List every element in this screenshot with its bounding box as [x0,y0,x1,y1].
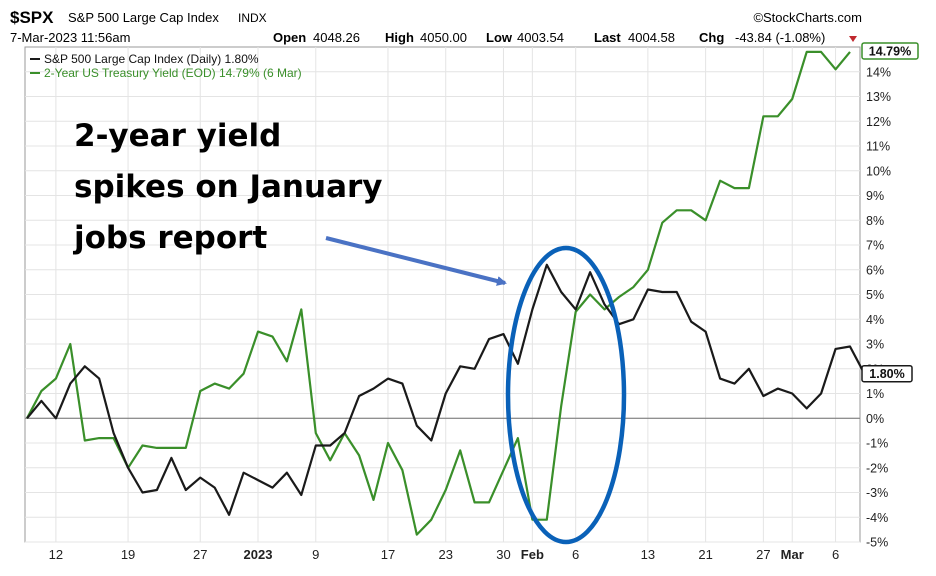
y-tick-label: 1% [866,387,884,401]
y-tick-label: -3% [866,486,888,500]
x-tick-label: 2023 [244,547,273,562]
y-tick-label: -1% [866,437,888,451]
x-tick-label: 12 [49,547,63,562]
low-label: Low [486,30,513,45]
y-tick-label: 0% [866,412,884,426]
y-tick-label: 14% [866,65,891,79]
legend-spx-label: S&P 500 Large Cap Index (Daily) 1.80% [44,52,259,66]
y-tick-label: 11% [866,140,890,154]
y-tick-label: 10% [866,164,891,178]
high-value: 4050.00 [420,30,467,45]
last-label: Last [594,30,621,45]
exchange-label: INDX [238,11,267,25]
y-tick-label: 12% [866,115,891,129]
legend-yield-label: 2-Year US Treasury Yield (EOD) 14.79% (6… [44,66,302,80]
y-tick-label: 13% [866,90,891,104]
chg-label: Chg [699,30,724,45]
y-tick-label: -4% [866,511,888,525]
legend: S&P 500 Large Cap Index (Daily) 1.80% 2-… [30,52,302,80]
x-tick-label: 27 [756,547,770,562]
chg-value: -43.84 (-1.08%) [735,30,825,45]
symbol-label: $SPX [10,8,54,27]
open-label: Open [273,30,306,45]
end-label-spx-text: 1.80% [869,367,904,381]
y-tick-label: -5% [866,536,888,550]
open-value: 4048.26 [313,30,360,45]
x-tick-label: 13 [641,547,655,562]
x-tick-label: 6 [832,547,839,562]
x-tick-label: 17 [381,547,395,562]
y-axis: -5%-4%-3%-2%-1%0%1%2%3%4%5%6%7%8%9%10%11… [866,65,891,549]
x-tick-label: Mar [781,547,804,562]
datetime-label: 7-Mar-2023 11:56am [10,30,130,45]
high-label: High [385,30,414,45]
annotation: 2-year yield spikes on January jobs repo… [72,118,383,256]
index-name-label: S&P 500 Large Cap Index [68,10,219,25]
yield-series-line [26,50,851,536]
x-tick-label: 6 [572,547,579,562]
y-tick-label: 7% [866,239,884,253]
end-label-yield: 14.79% [861,42,919,60]
last-value: 4004.58 [628,30,675,45]
y-tick-label: 9% [866,189,884,203]
y-tick-label: 4% [866,313,884,327]
end-label-spx: 1.80% [861,364,913,383]
highlight-ellipse [505,245,627,545]
end-label-yield-text: 14.79% [869,44,911,58]
spx-series-line [26,263,866,516]
y-tick-label: 5% [866,288,884,302]
y-tick-label: 8% [866,214,884,228]
low-value: 4003.54 [517,30,564,45]
x-tick-label: 21 [698,547,712,562]
x-tick-label: 23 [438,547,452,562]
annotation-arrow [325,236,507,286]
x-tick-label: 19 [121,547,135,562]
annotation-line-3: jobs report [72,220,267,256]
x-tick-label: 27 [193,547,207,562]
copyright-label: ©StockCharts.com [753,10,862,25]
x-axis: 12 19 27 2023 9 17 23 30 Feb 6 13 21 27 Mar 6 [49,547,840,562]
grid-lines [25,47,860,543]
annotation-line-1: 2-year yield [74,118,281,154]
x-tick-label: Feb [521,547,544,562]
down-triangle-icon [849,36,857,42]
x-tick-label: 9 [312,547,319,562]
x-tick-label: 30 [496,547,510,562]
y-tick-label: 3% [866,338,884,352]
y-tick-label: -2% [866,461,888,475]
annotation-line-2: spikes on January [74,169,383,205]
y-tick-label: 6% [866,263,884,277]
